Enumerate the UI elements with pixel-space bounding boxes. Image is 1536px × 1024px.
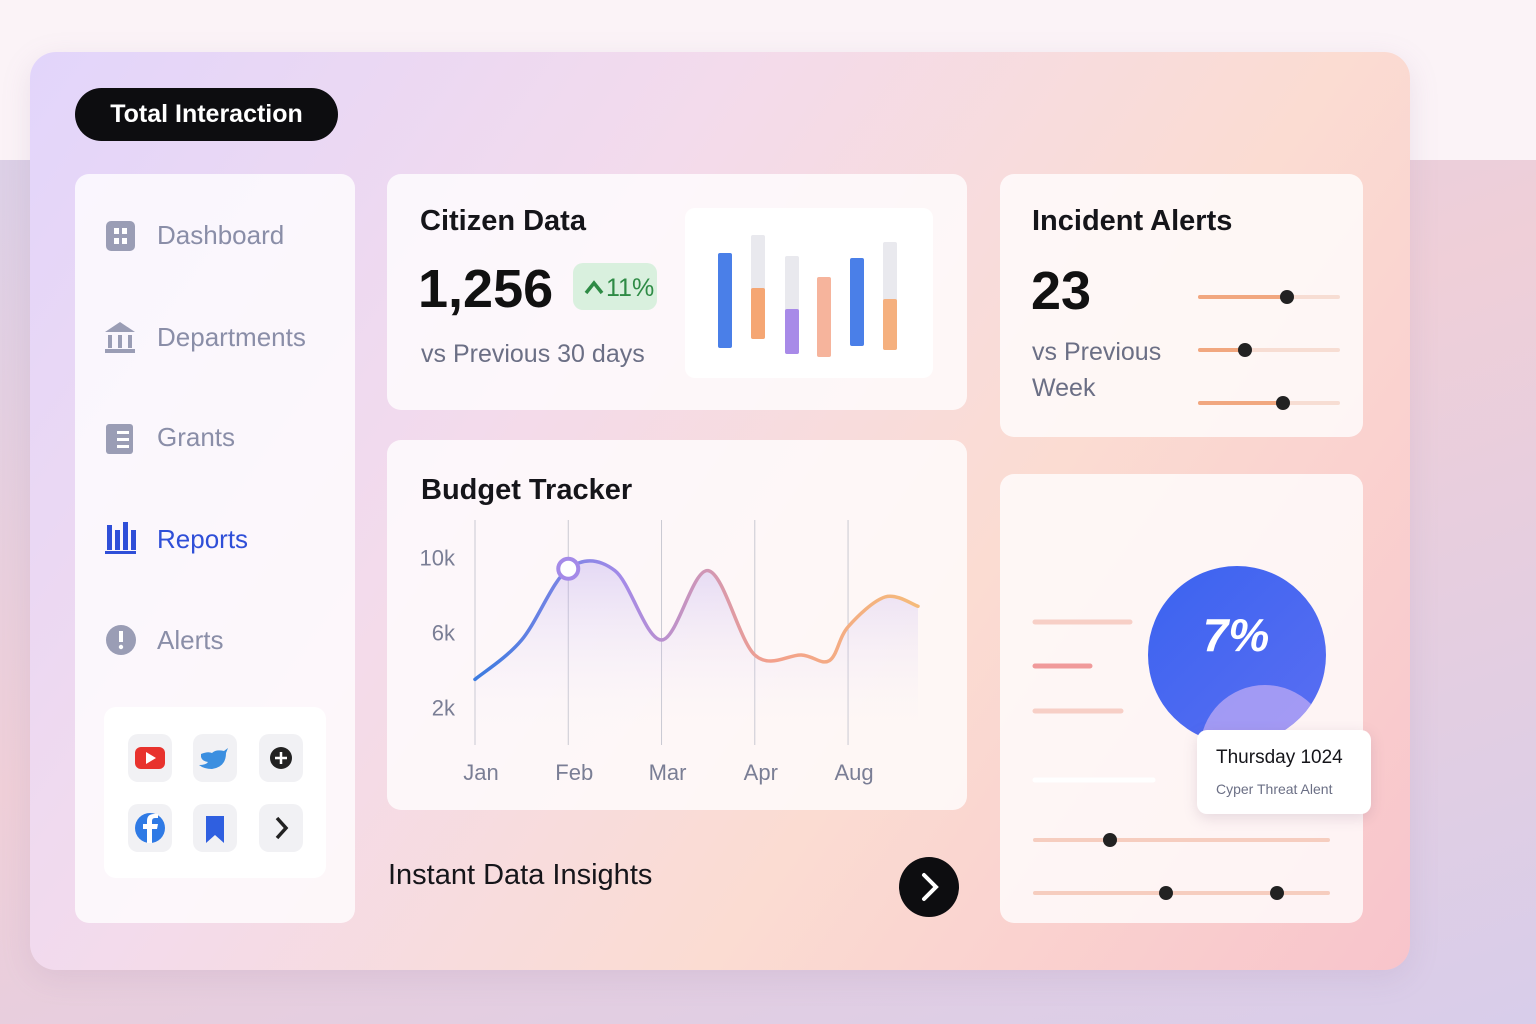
card-subtitle: vs Previous Week bbox=[1032, 338, 1162, 402]
nav-icons bbox=[105, 221, 136, 655]
x-tick-label: Aug bbox=[834, 760, 873, 785]
tooltip-title: Thursday 1024 bbox=[1216, 747, 1343, 768]
nav-item[interactable]: Grants bbox=[157, 422, 236, 452]
x-tick-label: Jan bbox=[463, 760, 498, 785]
x-tick-label: Feb bbox=[555, 760, 593, 785]
big-number: 23 bbox=[1031, 261, 1092, 321]
incident-card bbox=[1000, 174, 1363, 437]
header-pill[interactable]: Total Interaction bbox=[75, 88, 338, 141]
nav-item[interactable]: Reports bbox=[157, 524, 249, 554]
change-badge bbox=[573, 263, 657, 310]
sliders[interactable] bbox=[1190, 280, 1350, 420]
x-tick-label: Mar bbox=[649, 760, 687, 785]
big-number: 1,256 bbox=[418, 259, 554, 319]
y-tick-label: 2k bbox=[432, 696, 456, 721]
nav-item[interactable]: Departments bbox=[157, 322, 306, 352]
mini-chart bbox=[718, 235, 897, 357]
change-value: 11% bbox=[606, 274, 655, 302]
threat-graphic bbox=[1032, 566, 1330, 900]
y-tick-label: 10k bbox=[420, 546, 456, 571]
x-tick-label: Apr bbox=[744, 760, 778, 785]
tooltip-text: Cyper Threat Alent bbox=[1216, 781, 1333, 797]
card-title: Incident Alerts bbox=[1032, 205, 1233, 237]
percent-label: 7% bbox=[1202, 609, 1270, 661]
line-chart: 10k 6k 2k Jan Feb Mar Apr Aug bbox=[420, 520, 920, 785]
footer-title: Instant Data Insights bbox=[388, 859, 653, 891]
nav-item[interactable]: Dashboard bbox=[157, 220, 285, 250]
area bbox=[475, 560, 918, 745]
chart-title: Budget Tracker bbox=[421, 474, 633, 506]
social-icons bbox=[128, 734, 303, 852]
tooltip bbox=[1197, 730, 1371, 814]
up-arrow bbox=[584, 280, 604, 295]
card-title: Citizen Data bbox=[420, 205, 586, 237]
nav-item[interactable]: Alerts bbox=[157, 625, 224, 655]
y-tick-label: 6k bbox=[432, 621, 456, 646]
card-subtitle: vs Previous 30 days bbox=[421, 340, 645, 368]
point-marker bbox=[556, 556, 581, 581]
next-button[interactable] bbox=[899, 857, 959, 917]
